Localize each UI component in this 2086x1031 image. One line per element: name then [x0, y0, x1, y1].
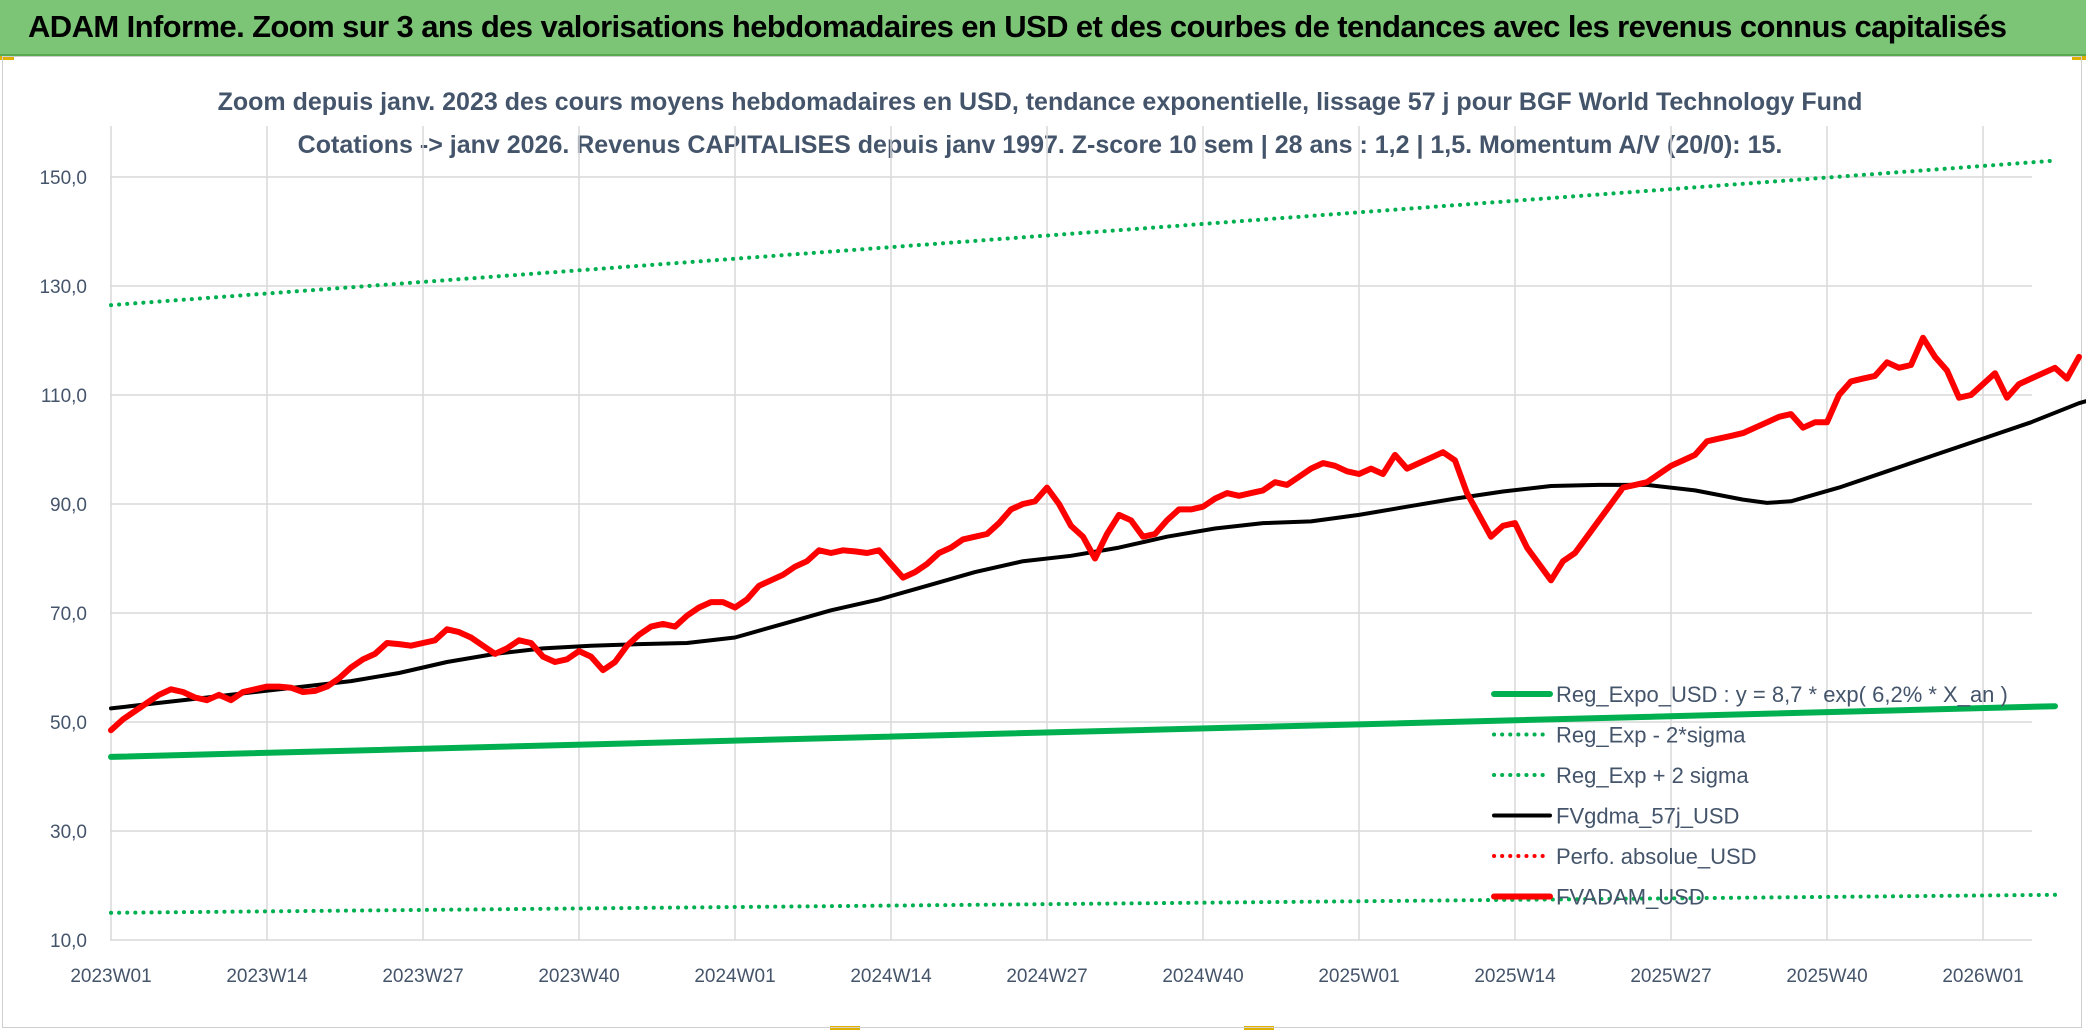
- report-banner: ADAM Informe. Zoom sur 3 ans des valoris…: [0, 0, 2086, 56]
- x-tick-label: 2025W40: [1786, 966, 1867, 987]
- x-tick-label: 2024W14: [850, 966, 932, 987]
- x-axis-ticks: 2023W01 2023W14 2023W27 2023W40 2024W01 2024W…: [70, 966, 2023, 987]
- legend-label: FVgdma_57j_USD: [1556, 804, 1739, 829]
- chart-title-line2: Cotations -> janv 2026. Revenus CAPITALI…: [298, 131, 1783, 159]
- chart-legend: Reg_Expo_USD : y = 8,7 * exp( 6,2% * X_a…: [1491, 682, 2008, 910]
- x-tick-label: 2023W40: [538, 966, 619, 987]
- y-tick-label: 90,0: [50, 495, 87, 516]
- legend-label: Reg_Expo_USD : y = 8,7 * exp( 6,2% * X_a…: [1556, 682, 2008, 707]
- y-tick-label: 130,0: [39, 277, 87, 298]
- x-tick-label: 2024W01: [694, 966, 775, 987]
- legend-label: Perfo. absolue_USD: [1556, 844, 1757, 869]
- y-tick-label: 70,0: [50, 604, 87, 625]
- series-line: [109, 892, 2057, 915]
- report-title: ADAM Informe. Zoom sur 3 ans des valoris…: [28, 9, 2007, 44]
- chart-frame: [2, 56, 2082, 1028]
- frame-corner-right: [2072, 56, 2086, 60]
- x-tick-label: 2023W01: [70, 966, 151, 987]
- chart-title-line1: Zoom depuis janv. 2023 des cours moyens …: [218, 88, 1863, 116]
- y-tick-label: 30,0: [50, 822, 87, 843]
- x-tick-label: 2025W27: [1630, 966, 1711, 987]
- y-axis-ticks: 10,0 30,0 50,0 70,0 90,0 110,0 130,0 150,0: [39, 168, 87, 952]
- series-line: [108, 703, 2058, 760]
- x-tick-label: 2023W27: [382, 966, 463, 987]
- x-tick-label: 2025W01: [1318, 966, 1399, 987]
- frame-handle-bottom-right: [1244, 1026, 1274, 1030]
- legend-label: Reg_Exp + 2 sigma: [1556, 763, 1749, 788]
- chart-series: [108, 158, 2086, 915]
- grid-lines: [110, 126, 2032, 941]
- series-line: [109, 158, 2057, 308]
- x-tick-label: 2024W40: [1162, 966, 1243, 987]
- frame-handle-bottom: [830, 1026, 860, 1030]
- x-tick-label: 2023W14: [226, 966, 308, 987]
- frame-corner-left: [0, 56, 14, 60]
- legend-label: Reg_Exp - 2*sigma: [1556, 723, 1746, 748]
- y-tick-label: 10,0: [50, 931, 87, 952]
- y-tick-label: 150,0: [39, 168, 87, 189]
- series-line: [108, 334, 2082, 734]
- y-tick-label: 50,0: [50, 713, 87, 734]
- x-tick-label: 2026W01: [1942, 966, 2023, 987]
- y-tick-label: 110,0: [41, 386, 87, 407]
- x-tick-label: 2024W27: [1006, 966, 1087, 987]
- series-line: [109, 399, 2086, 711]
- x-tick-label: 2025W14: [1474, 966, 1556, 987]
- legend-label: FVADAM_USD: [1556, 885, 1705, 910]
